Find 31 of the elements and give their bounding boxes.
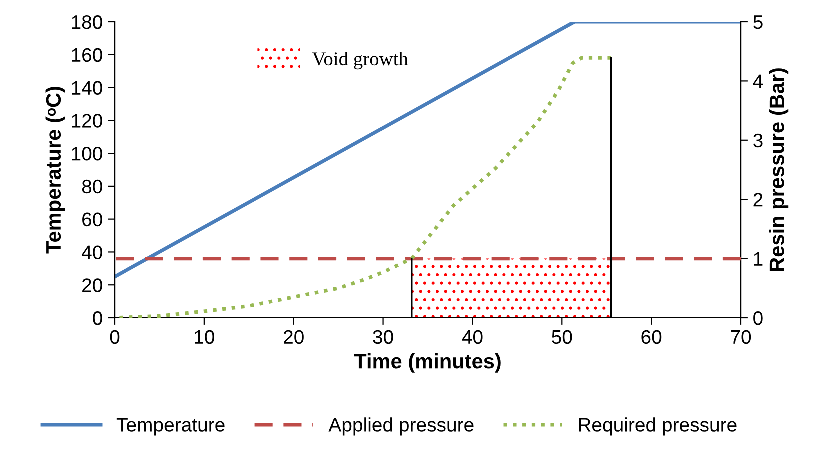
x-tick-label: 50	[552, 330, 572, 344]
y2-tick-label: 3	[754, 134, 763, 148]
x-tick-label: 70	[731, 330, 752, 344]
legend-label: Temperature	[116, 418, 225, 436]
x-tick-label: 10	[195, 330, 214, 344]
y-axis-title: Temperature (ᵒC)	[46, 87, 66, 254]
y2-tick-label: 2	[754, 193, 763, 207]
y-tick-label: 160	[72, 48, 102, 62]
legend-label: Void growth	[312, 52, 408, 70]
y-tick-label: 100	[72, 147, 102, 161]
x-axis-title: Time (minutes)	[354, 353, 501, 373]
y2-axis-title: Resin pressure (Bar)	[769, 68, 789, 272]
legend-label: Applied pressure	[328, 418, 474, 436]
y-tick-label: 40	[82, 246, 102, 260]
y-tick-label: 180	[72, 15, 102, 30]
x-tick-label: 30	[373, 330, 394, 344]
y2-tick-label: 4	[753, 74, 764, 88]
y2-tick-label: 1	[754, 252, 763, 266]
legend-label: Required pressure	[579, 418, 737, 436]
y2-tick-label: 5	[754, 16, 763, 30]
y-tick-label: 120	[72, 114, 102, 128]
y-tick-label: 0	[93, 311, 102, 326]
y-tick-label: 140	[72, 81, 102, 96]
y-tick-label: 60	[82, 212, 102, 227]
y-tick-label: 80	[82, 180, 102, 194]
x-tick-label: 20	[284, 330, 304, 344]
y2-tick-label: 0	[754, 311, 763, 326]
x-tick-label: 60	[642, 330, 662, 344]
y-tick-label: 20	[82, 278, 102, 292]
x-tick-label: 0	[110, 330, 120, 344]
x-tick-label: 40	[462, 330, 483, 344]
